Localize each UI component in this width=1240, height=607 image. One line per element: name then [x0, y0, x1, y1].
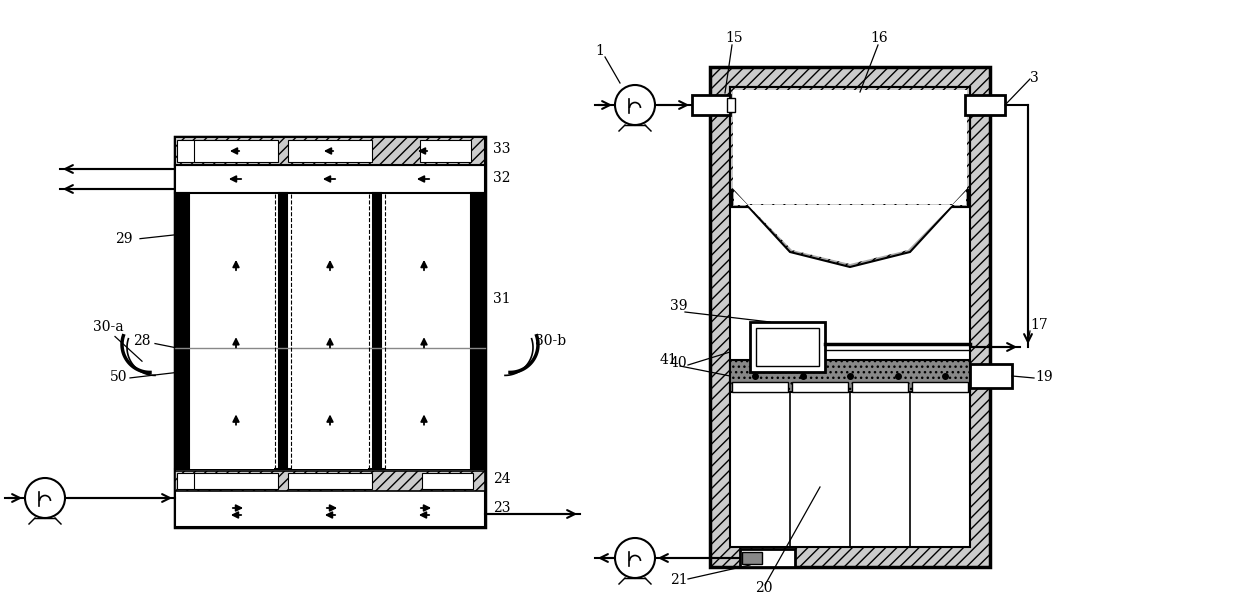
Polygon shape — [733, 90, 967, 204]
Text: 50: 50 — [110, 370, 128, 384]
Bar — [970, 364, 1012, 388]
Bar — [193, 473, 278, 489]
Text: 39: 39 — [670, 299, 687, 313]
Bar — [730, 360, 970, 392]
Bar — [730, 87, 970, 547]
Bar — [175, 137, 485, 527]
Circle shape — [25, 478, 64, 518]
Text: 1: 1 — [595, 44, 604, 58]
Bar — [422, 473, 472, 489]
Bar — [727, 98, 735, 112]
Bar — [911, 382, 968, 392]
Text: 41: 41 — [660, 353, 678, 367]
Bar — [740, 549, 795, 567]
Text: 32: 32 — [494, 171, 511, 185]
Bar — [288, 473, 372, 489]
Text: 21: 21 — [670, 573, 688, 587]
Text: 30-a: 30-a — [93, 320, 124, 334]
Polygon shape — [732, 189, 968, 267]
Bar — [288, 140, 372, 162]
Bar — [792, 382, 848, 392]
Bar — [175, 165, 485, 193]
Text: 15: 15 — [725, 31, 743, 45]
Text: 23: 23 — [494, 501, 511, 515]
Text: 30-b: 30-b — [534, 334, 567, 348]
Bar — [730, 87, 970, 547]
Bar — [175, 469, 485, 527]
Polygon shape — [734, 191, 966, 264]
Bar — [742, 552, 763, 564]
Text: 29: 29 — [115, 232, 133, 246]
Bar — [711, 67, 990, 567]
Bar — [852, 382, 908, 392]
Bar — [177, 140, 227, 162]
Bar — [420, 140, 471, 162]
Text: 31: 31 — [494, 293, 511, 307]
Text: 24: 24 — [494, 472, 511, 486]
Bar — [291, 193, 368, 469]
Circle shape — [615, 85, 655, 125]
Text: 19: 19 — [1035, 370, 1053, 384]
Text: 20: 20 — [755, 581, 773, 595]
Bar — [193, 140, 278, 162]
Bar — [175, 193, 188, 469]
Bar — [471, 193, 485, 469]
Text: 33: 33 — [494, 142, 511, 156]
Bar — [692, 95, 730, 115]
Bar — [732, 382, 787, 392]
Bar — [386, 193, 471, 469]
Bar — [188, 193, 274, 469]
Bar — [750, 322, 825, 372]
Text: 17: 17 — [1030, 318, 1048, 332]
Bar — [965, 95, 1004, 115]
Bar — [175, 137, 485, 165]
Bar — [373, 193, 381, 469]
Polygon shape — [730, 87, 970, 207]
Text: 3: 3 — [1030, 71, 1039, 85]
Text: 40: 40 — [670, 356, 688, 370]
Text: 16: 16 — [870, 31, 888, 45]
Bar — [756, 328, 818, 366]
Text: 28: 28 — [133, 334, 150, 348]
Bar — [175, 471, 485, 491]
Bar — [279, 193, 286, 469]
Circle shape — [615, 538, 655, 578]
Bar — [177, 473, 234, 489]
